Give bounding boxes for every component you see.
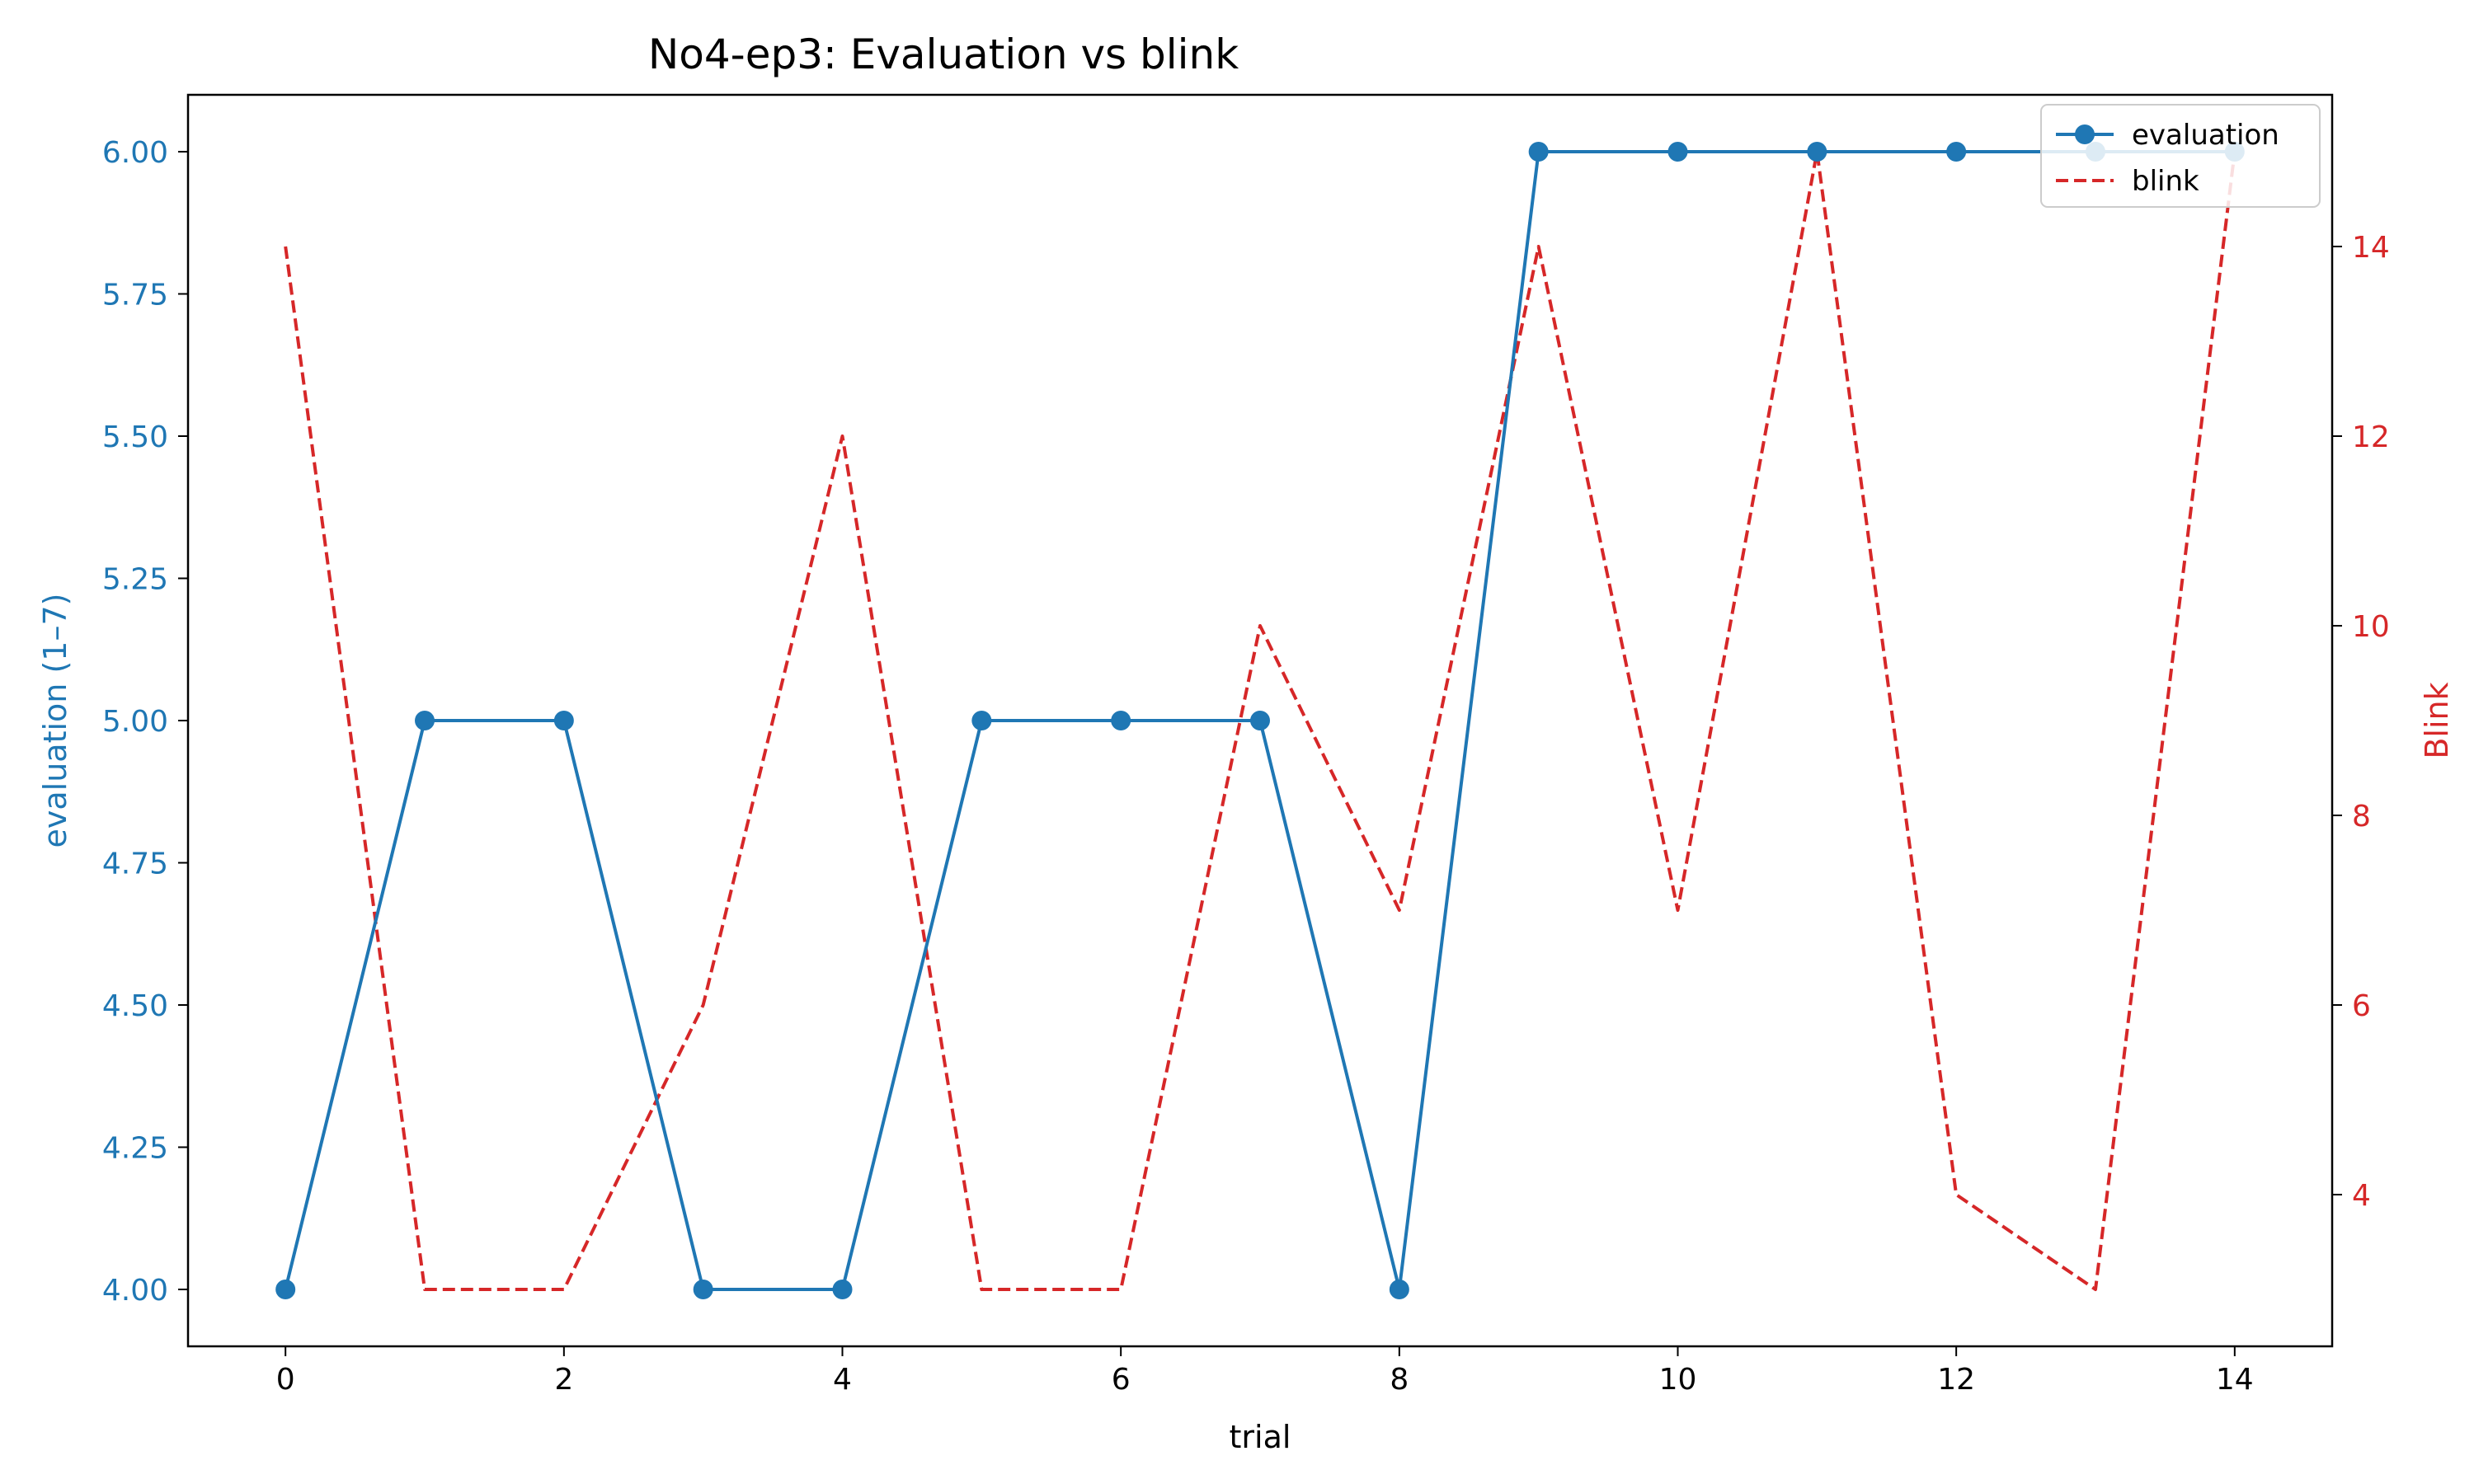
x-tick-label: 8 — [1390, 1363, 1409, 1397]
y-left-tick-label: 4.75 — [102, 848, 168, 881]
evaluation-point — [553, 711, 574, 730]
x-axis-title: trial — [1230, 1419, 1291, 1455]
evaluation-point — [1389, 1280, 1409, 1299]
y-left-tick-label: 5.75 — [102, 279, 168, 312]
evaluation-point — [693, 1280, 713, 1299]
y-left-tick-label: 5.00 — [102, 705, 168, 739]
y-right-tick-label: 12 — [2352, 420, 2390, 454]
y-left-tick-label: 6.00 — [102, 136, 168, 170]
evaluation-point — [1667, 142, 1688, 162]
evaluation-point — [1807, 142, 1827, 162]
x-tick-label: 12 — [1937, 1363, 1975, 1397]
evaluation-point — [1250, 711, 1270, 730]
evaluation-point — [415, 711, 435, 730]
x-tick-label: 6 — [1112, 1363, 1131, 1397]
y-left-tick-label: 4.00 — [102, 1274, 168, 1308]
x-tick-label: 14 — [2216, 1363, 2254, 1397]
x-tick-label: 0 — [276, 1363, 295, 1397]
legend-blink-label: blink — [2132, 165, 2199, 198]
legend-evaluation-label: evaluation — [2132, 119, 2279, 152]
y-right-tick-label: 8 — [2352, 800, 2371, 834]
y-left-tick-label: 4.25 — [102, 1132, 168, 1166]
evaluation-point — [275, 1280, 296, 1299]
plot-layer: 0 2 4 6 8 10 12 14 4.00 4.25 4.50 4.75 5.00 5.25 5.50 5… — [37, 93, 2455, 1455]
blink-line — [284, 150, 2236, 1291]
x-tick-label: 2 — [554, 1363, 573, 1397]
y-left-tick-label: 4.50 — [102, 989, 168, 1023]
y-right-tick-label: 14 — [2352, 231, 2390, 265]
y-right-tick-label: 6 — [2352, 989, 2371, 1023]
y-left-tick-label: 5.50 — [102, 420, 168, 454]
x-tick-label: 10 — [1659, 1363, 1697, 1397]
y-left-tick-label: 5.25 — [102, 563, 168, 597]
legend-evaluation-marker — [2075, 124, 2095, 144]
y-right-tick-label: 10 — [2352, 610, 2390, 644]
evaluation-point — [1946, 142, 1967, 162]
chart-title: No4-ep3: Evaluation vs blink — [648, 31, 1239, 78]
x-tick-label: 4 — [833, 1363, 852, 1397]
y-right-tick-label: 4 — [2352, 1179, 2371, 1213]
evaluation-point — [832, 1280, 853, 1299]
y-right-axis-title: Blink — [2419, 682, 2455, 758]
evaluation-point — [1111, 711, 1131, 730]
evaluation-point — [1528, 142, 1549, 162]
y-left-axis-title: evaluation (1–7) — [37, 594, 73, 848]
evaluation-point — [971, 711, 992, 730]
